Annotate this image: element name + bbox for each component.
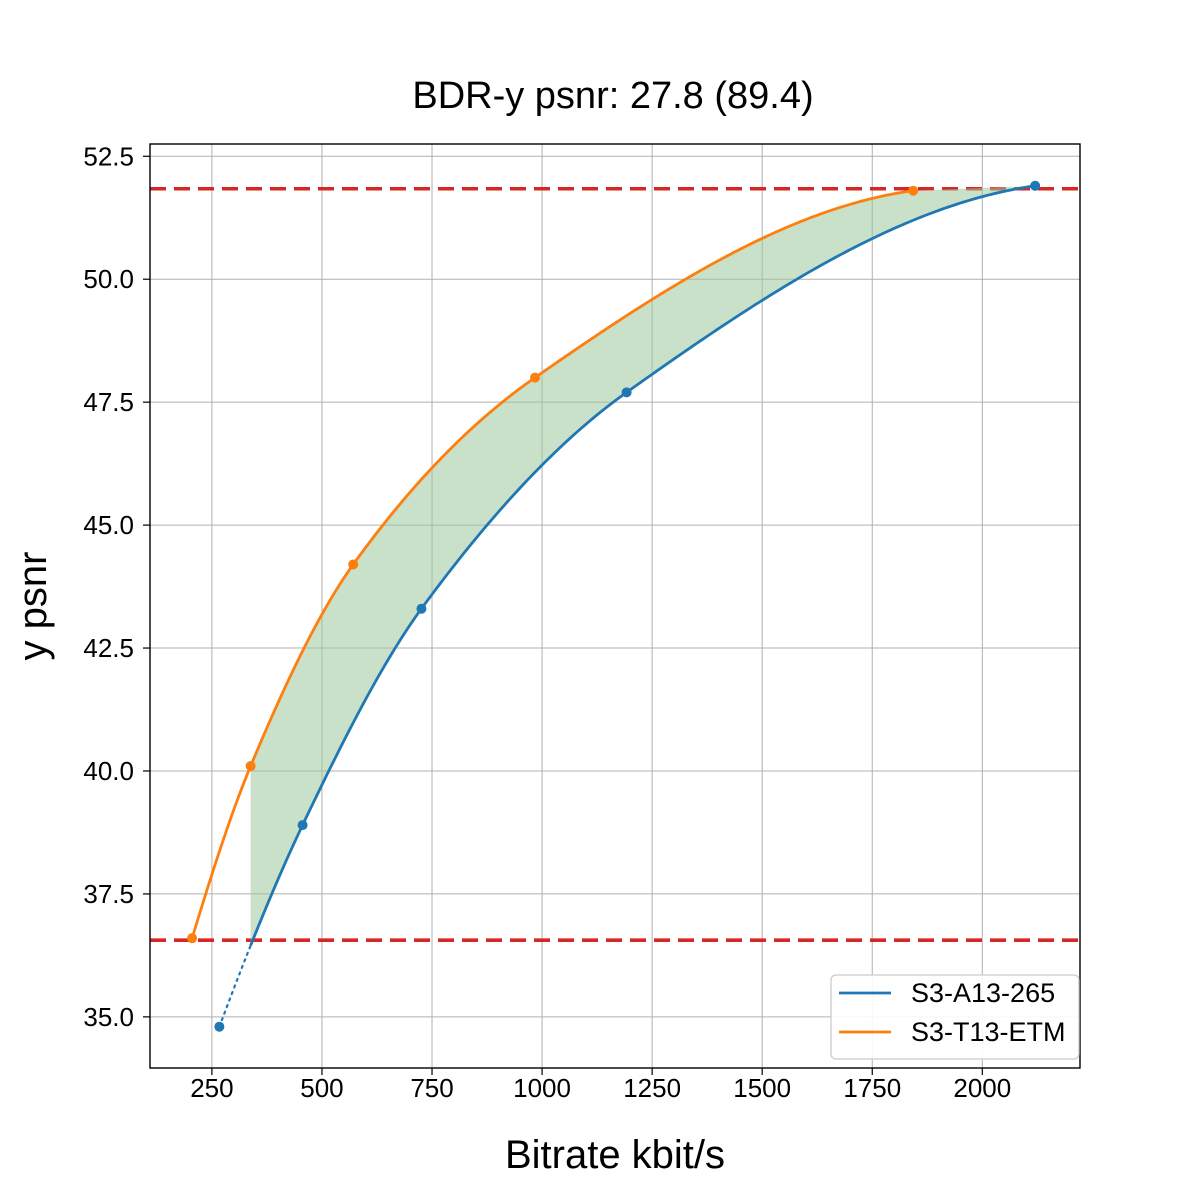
- svg-text:750: 750: [410, 1073, 453, 1103]
- svg-text:BDR-y psnr: 27.8 (89.4): BDR-y psnr: 27.8 (89.4): [412, 75, 813, 117]
- svg-text:1000: 1000: [513, 1073, 571, 1103]
- svg-text:47.5: 47.5: [83, 387, 134, 417]
- svg-text:42.5: 42.5: [83, 633, 134, 663]
- svg-text:35.0: 35.0: [83, 1002, 134, 1032]
- svg-text:37.5: 37.5: [83, 879, 134, 909]
- svg-text:2000: 2000: [953, 1073, 1011, 1103]
- svg-text:y psnr: y psnr: [11, 552, 55, 661]
- svg-text:1250: 1250: [623, 1073, 681, 1103]
- svg-text:250: 250: [190, 1073, 233, 1103]
- svg-text:1750: 1750: [843, 1073, 901, 1103]
- svg-text:Bitrate kbit/s: Bitrate kbit/s: [505, 1133, 725, 1177]
- svg-text:S3-T13-ETM: S3-T13-ETM: [911, 1017, 1066, 1047]
- svg-text:S3-A13-265: S3-A13-265: [911, 978, 1055, 1008]
- svg-text:40.0: 40.0: [83, 756, 134, 786]
- svg-text:45.0: 45.0: [83, 510, 134, 540]
- svg-text:50.0: 50.0: [83, 264, 134, 294]
- svg-text:500: 500: [300, 1073, 343, 1103]
- svg-text:1500: 1500: [733, 1073, 791, 1103]
- svg-text:52.5: 52.5: [83, 141, 134, 171]
